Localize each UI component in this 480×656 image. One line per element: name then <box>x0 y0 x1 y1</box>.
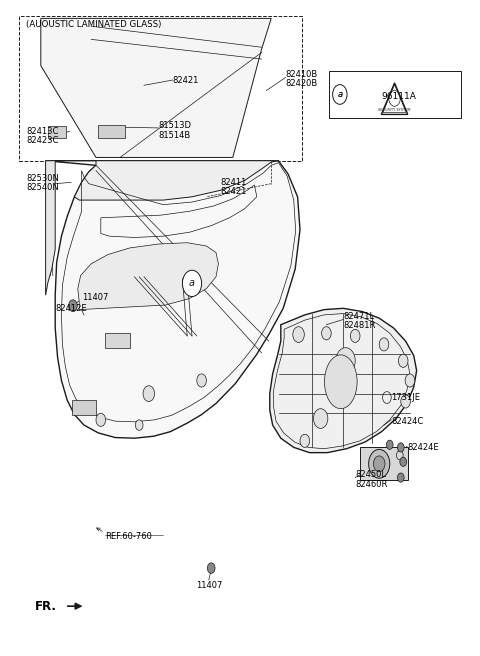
Circle shape <box>69 300 77 312</box>
Text: a: a <box>337 90 342 99</box>
Polygon shape <box>72 400 96 415</box>
Polygon shape <box>41 18 271 157</box>
Circle shape <box>350 329 360 342</box>
Circle shape <box>143 386 155 401</box>
Circle shape <box>293 327 304 342</box>
Text: 1731JE: 1731JE <box>391 393 420 402</box>
Circle shape <box>379 338 389 351</box>
Text: 82421: 82421 <box>173 75 199 85</box>
Text: 96111A: 96111A <box>382 92 417 101</box>
Circle shape <box>373 456 385 472</box>
Circle shape <box>386 440 393 449</box>
Text: 81514B: 81514B <box>158 131 191 140</box>
Circle shape <box>207 563 215 573</box>
Text: 82530N: 82530N <box>26 174 59 183</box>
Polygon shape <box>98 125 125 138</box>
Polygon shape <box>78 243 218 310</box>
Text: 11407: 11407 <box>82 293 108 302</box>
Polygon shape <box>48 126 66 138</box>
Text: a: a <box>337 90 342 99</box>
Circle shape <box>397 473 404 482</box>
Text: 82421: 82421 <box>221 187 247 196</box>
Text: (AUOUSTIC LAMINATED GLASS): (AUOUSTIC LAMINATED GLASS) <box>26 20 162 30</box>
Circle shape <box>401 395 410 408</box>
Text: FR.: FR. <box>35 600 57 613</box>
Text: 82410B: 82410B <box>286 70 318 79</box>
Circle shape <box>333 85 347 104</box>
Text: 11407: 11407 <box>196 581 222 590</box>
Text: 82411: 82411 <box>221 178 247 187</box>
Polygon shape <box>46 161 55 295</box>
Ellipse shape <box>324 355 357 409</box>
Text: 82413C: 82413C <box>26 127 59 136</box>
Circle shape <box>135 420 143 430</box>
Circle shape <box>96 413 106 426</box>
Text: SECURITY SYSTEM: SECURITY SYSTEM <box>378 108 411 112</box>
Circle shape <box>313 409 328 428</box>
Text: a: a <box>189 278 195 289</box>
Text: 82420B: 82420B <box>286 79 318 89</box>
Text: 82424C: 82424C <box>391 417 423 426</box>
Text: 82412E: 82412E <box>55 304 87 314</box>
Text: 82423C: 82423C <box>26 136 59 145</box>
Circle shape <box>336 348 355 374</box>
Circle shape <box>197 374 206 387</box>
Text: 82450L: 82450L <box>355 470 386 480</box>
Circle shape <box>398 354 408 367</box>
Text: 82424E: 82424E <box>407 443 439 452</box>
Polygon shape <box>74 161 278 200</box>
Text: 82460R: 82460R <box>355 480 387 489</box>
Text: 82540N: 82540N <box>26 183 59 192</box>
Circle shape <box>327 379 345 402</box>
Text: REF.60-760: REF.60-760 <box>105 532 152 541</box>
Polygon shape <box>46 161 300 438</box>
Circle shape <box>405 374 415 387</box>
Text: 82481R: 82481R <box>343 321 375 330</box>
Circle shape <box>400 457 407 466</box>
Circle shape <box>397 443 404 452</box>
Circle shape <box>369 449 390 478</box>
Circle shape <box>182 270 202 297</box>
Polygon shape <box>105 333 130 348</box>
Text: 81513D: 81513D <box>158 121 192 131</box>
Polygon shape <box>270 308 417 453</box>
Text: 82471L: 82471L <box>343 312 374 321</box>
Polygon shape <box>360 447 408 480</box>
Circle shape <box>322 327 331 340</box>
Circle shape <box>300 434 310 447</box>
